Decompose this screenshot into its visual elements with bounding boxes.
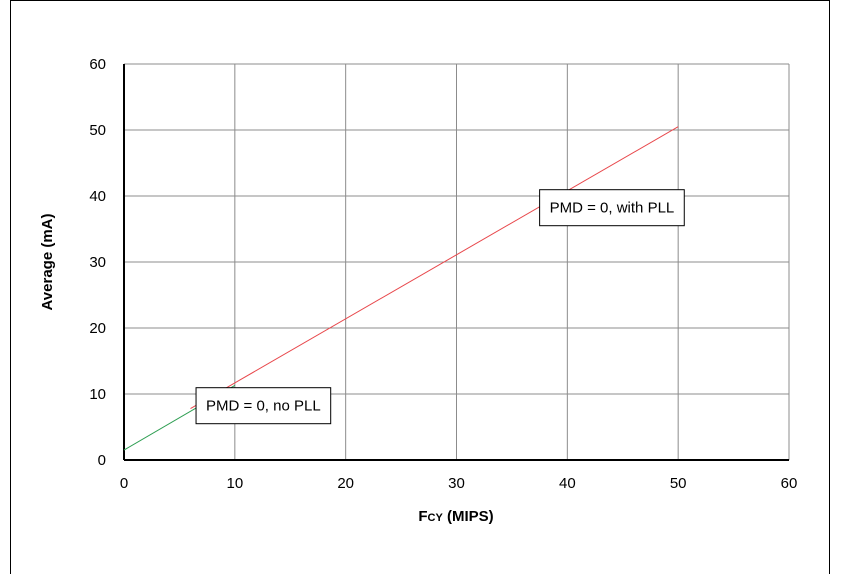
- y-tick-label: 60: [89, 56, 106, 73]
- y-tick-label: 30: [89, 254, 106, 271]
- y-tick-label: 0: [98, 452, 106, 469]
- series-line-1: [191, 127, 679, 409]
- y-axis-title: Average (mA): [39, 214, 56, 311]
- x-tick-label: 50: [670, 475, 687, 492]
- x-tick-label: 10: [226, 475, 243, 492]
- x-tick-label: 60: [781, 475, 798, 492]
- annotation-box-1: PMD = 0, no PLL: [196, 388, 331, 424]
- y-tick-label: 40: [89, 188, 106, 205]
- annotations: PMD = 0, with PLL PMD = 0, no PLL: [196, 190, 684, 424]
- x-tick-label: 40: [559, 475, 576, 492]
- x-tick-label: 20: [337, 475, 354, 492]
- x-tick-label: 0: [120, 475, 128, 492]
- y-tick-label: 50: [89, 122, 106, 139]
- annotation-text: PMD = 0, with PLL: [550, 200, 675, 217]
- x-axis-title: FCY (MIPS): [418, 508, 493, 525]
- x-tick-label: 30: [448, 475, 465, 492]
- annotation-box-0: PMD = 0, with PLL: [540, 190, 685, 226]
- y-tick-label: 10: [89, 386, 106, 403]
- tick-labels: 0 10 20 30 40 50 60 0 10 20 30 40 50 60: [89, 56, 797, 492]
- y-tick-label: 20: [89, 320, 106, 337]
- annotation-text: PMD = 0, no PLL: [206, 398, 321, 415]
